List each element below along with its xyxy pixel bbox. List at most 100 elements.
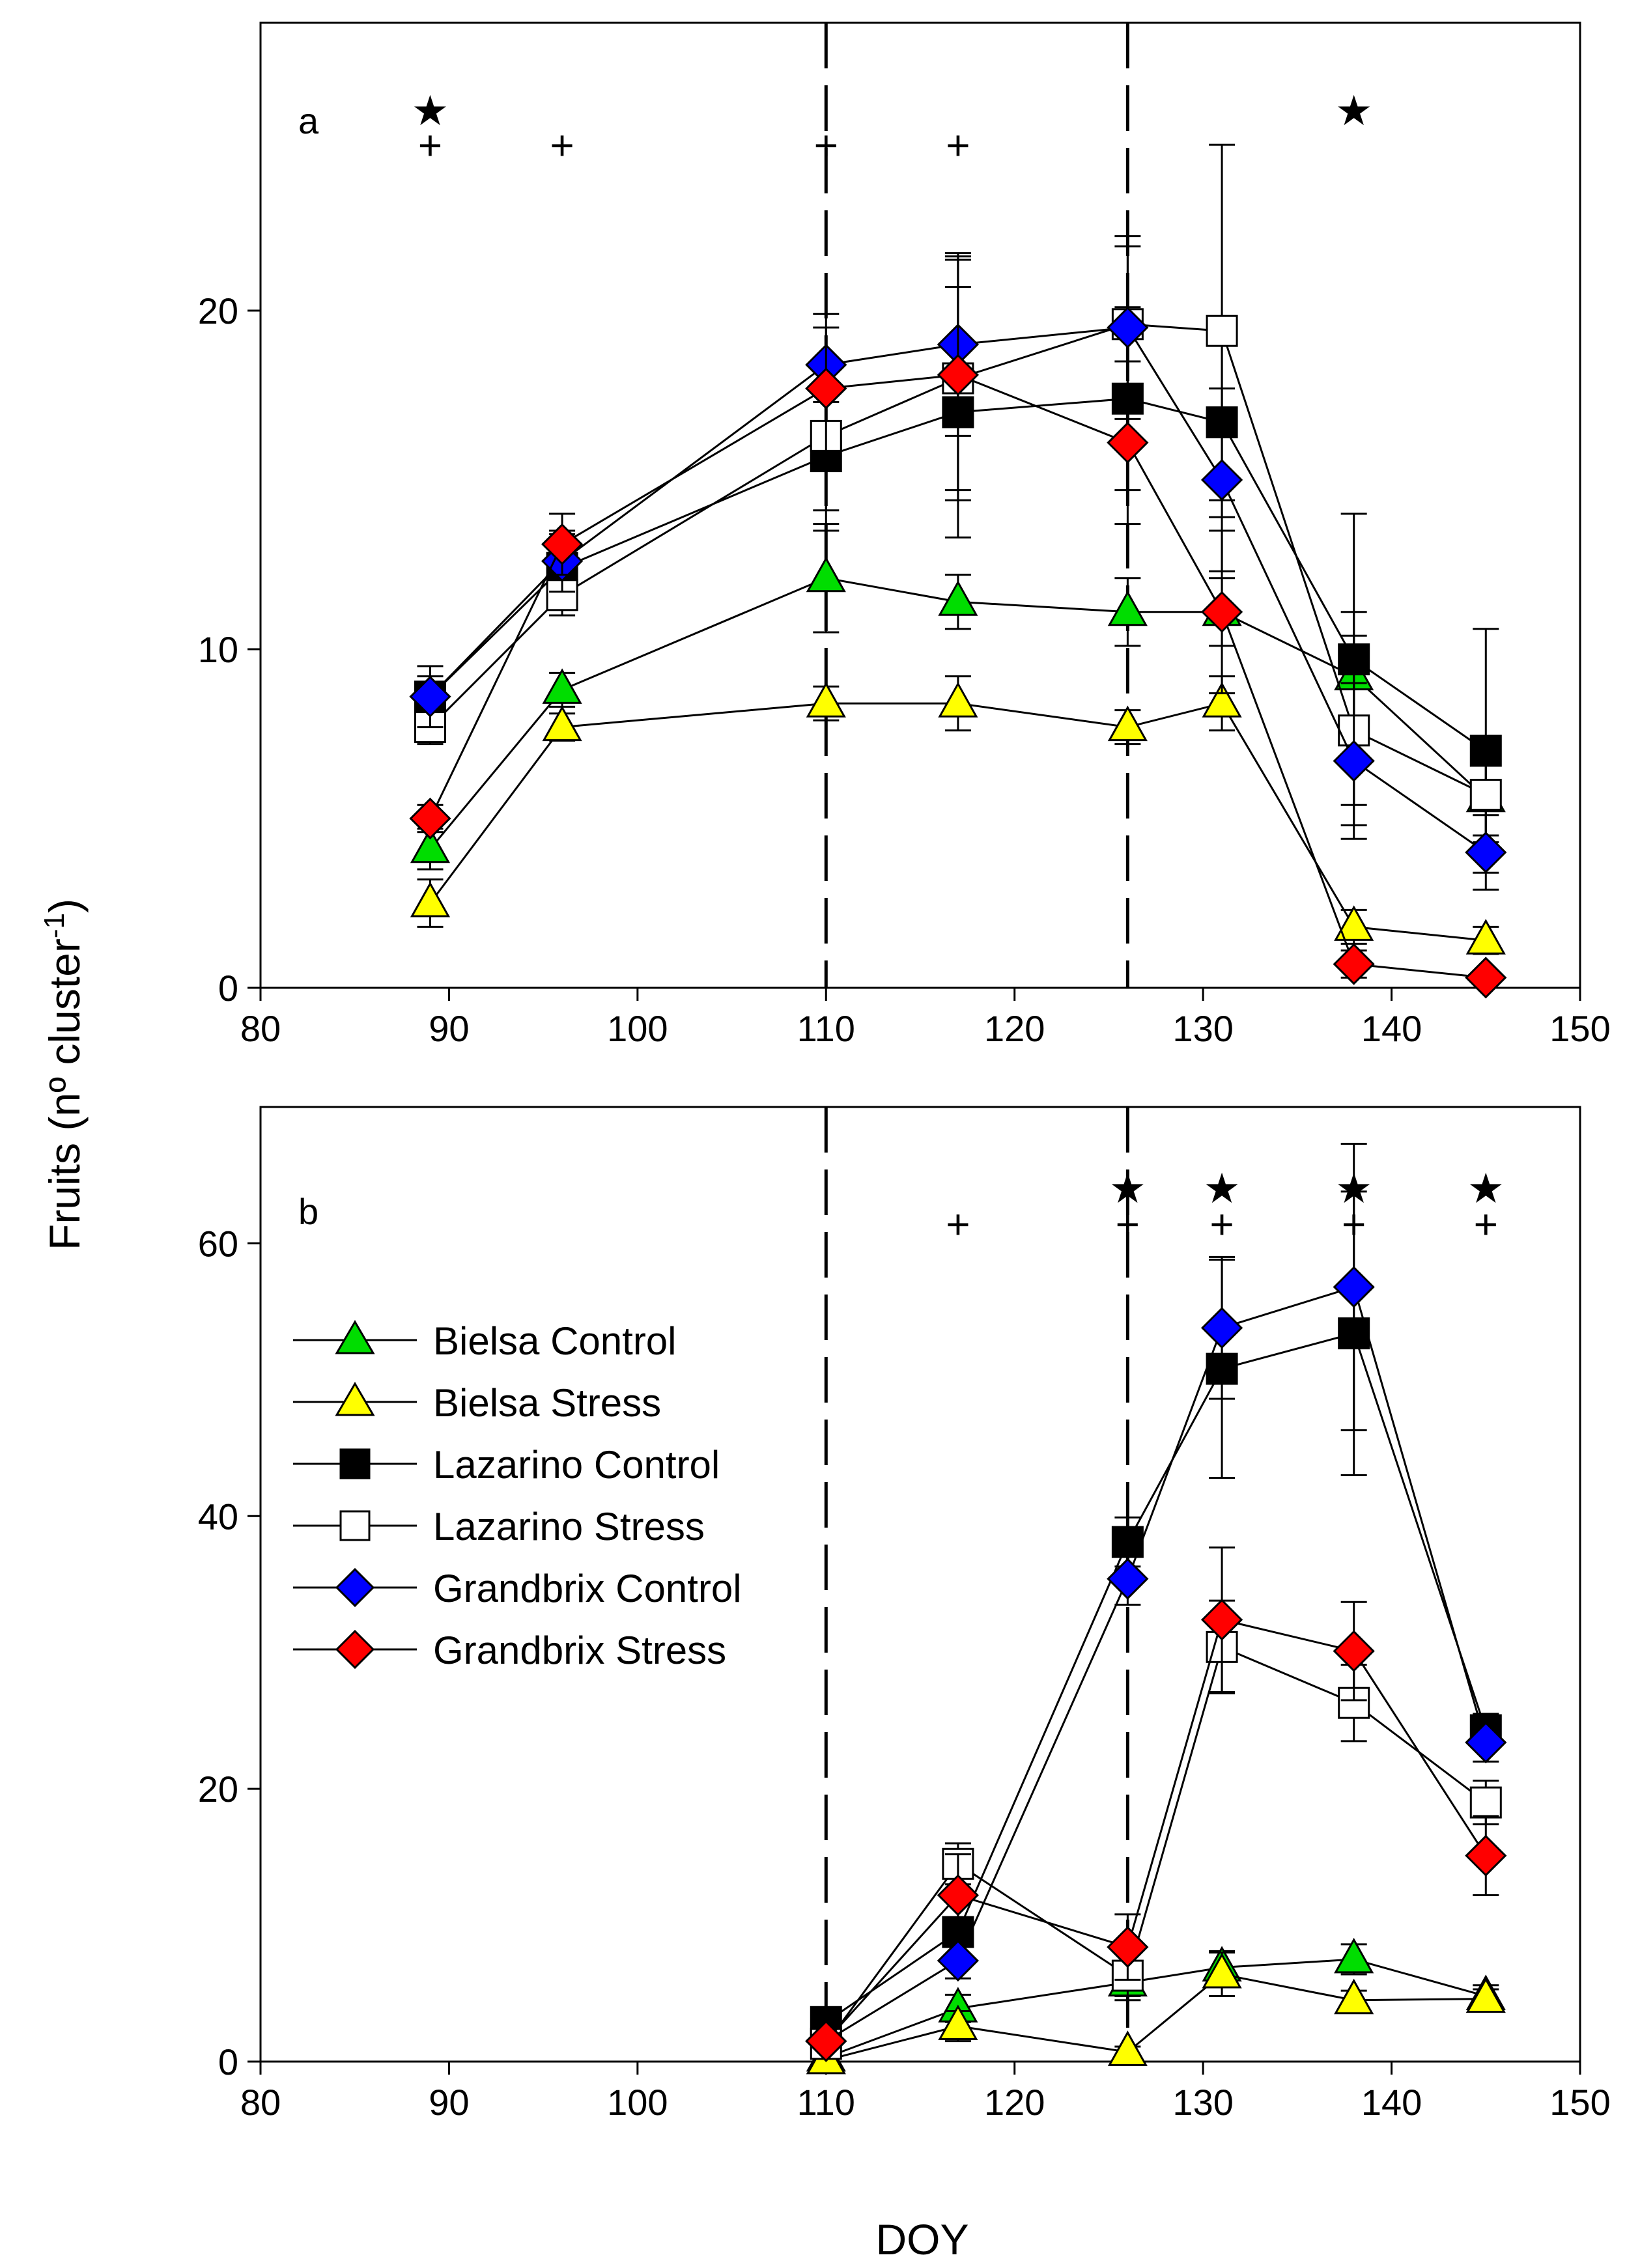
data-point-diamond (1200, 591, 1243, 633)
legend-marker-triangle-icon (335, 1382, 375, 1416)
legend: Bielsa Control Bielsa Stress Lazarino Co… (293, 1319, 742, 1672)
legend-label: Grandbrix Stress (433, 1629, 726, 1672)
y-tick-label: 40 (198, 1496, 238, 1537)
legend-marker-triangle-icon (335, 1320, 375, 1354)
significance-star-icon: ★ (1203, 1165, 1240, 1212)
legend-label: Lazarino Stress (433, 1505, 705, 1548)
panel-label: b (298, 1191, 318, 1232)
x-tick-label: 90 (429, 1008, 469, 1049)
data-point-diamond (1333, 1266, 1375, 1308)
data-point-diamond (1200, 1599, 1243, 1641)
x-tick-label: 150 (1549, 2082, 1610, 2123)
data-point-triangle (1334, 1937, 1374, 1974)
data-point-triangle (938, 580, 978, 616)
series-line (825, 1618, 1487, 2042)
series-grandbrix-control (409, 235, 1507, 891)
series-bielsa-stress (806, 1951, 1506, 2075)
legend-label: Bielsa Control (433, 1319, 677, 1363)
legend-marker-diamond-icon (335, 1629, 375, 1670)
y-tick-label: 0 (218, 968, 238, 1009)
significance-star-icon: ★ (1109, 1165, 1146, 1212)
series-line (429, 374, 1486, 979)
y-axis-title: Fruits (nº cluster-1) (38, 899, 89, 1250)
data-point-triangle (1334, 1978, 1374, 2015)
data-point-diamond (541, 523, 584, 565)
data-point-diamond (1107, 421, 1149, 464)
data-point-triangle (542, 668, 582, 704)
data-point-triangle (806, 556, 846, 593)
x-tick-label: 130 (1172, 1008, 1233, 1049)
x-tick-label: 120 (984, 1008, 1045, 1049)
data-point-triangle (1202, 1952, 1242, 1989)
data-point-triangle (938, 682, 978, 718)
significance-plus-icon: + (814, 122, 838, 169)
series-line (429, 397, 1487, 752)
plot-frame (259, 1106, 1581, 2063)
data-point-triangle (806, 682, 846, 718)
data-point-triangle (1202, 682, 1242, 718)
data-point-diamond (409, 675, 451, 718)
y-tick-label: 20 (198, 290, 238, 331)
legend-entry-grandbrix-stress: Grandbrix Stress (293, 1629, 726, 1672)
significance-plus-icon: + (550, 122, 574, 169)
data-point-triangle (542, 705, 582, 742)
data-point-diamond (805, 2020, 847, 2062)
data-point-triangle (1465, 919, 1506, 955)
data-point-diamond (1333, 943, 1375, 985)
series-grandbrix-stress (805, 1546, 1507, 2062)
series-bielsa-control (806, 1937, 1506, 2072)
plot-frame (259, 21, 1581, 989)
x-tick-label: 140 (1361, 1008, 1422, 1049)
legend-entry-bielsa-stress: Bielsa Stress (293, 1381, 661, 1425)
significance-star-icon: ★ (1467, 1165, 1505, 1212)
x-tick-label: 90 (429, 2082, 469, 2123)
data-point-diamond (1333, 1630, 1375, 1672)
significance-plus-icon: + (1116, 1201, 1140, 1248)
series-line (429, 702, 1486, 942)
data-point-diamond (1200, 458, 1243, 501)
data-point-diamond (1465, 957, 1507, 999)
series-line (825, 1958, 1486, 2059)
series-grandbrix-stress (409, 259, 1507, 999)
significance-star-icon: ★ (412, 87, 449, 134)
data-point-triangle (1465, 1977, 1506, 2013)
series-lazarino-control (810, 1190, 1502, 2038)
data-point-diamond (805, 367, 847, 410)
x-tick-label: 120 (984, 2082, 1045, 2123)
data-point-diamond (1200, 1307, 1243, 1349)
data-point-diamond (1465, 1721, 1507, 1764)
legend-marker-diamond-icon (335, 1567, 375, 1608)
data-point-diamond (937, 1874, 980, 1916)
legend-label: Bielsa Stress (433, 1381, 661, 1425)
legend-entry-lazarino-control: Lazarino Control (293, 1443, 720, 1487)
significance-plus-icon: + (946, 1201, 970, 1248)
legend-marker-square-icon (339, 1510, 371, 1541)
data-point-diamond (1107, 1558, 1149, 1600)
significance-plus-icon: + (946, 122, 970, 169)
legend-label: Grandbrix Control (433, 1567, 742, 1610)
data-point-diamond (937, 1939, 980, 1982)
x-tick-label: 80 (240, 2082, 281, 2123)
x-tick-label: 140 (1361, 2082, 1422, 2123)
data-point-diamond (937, 354, 980, 396)
data-point-triangle (410, 827, 451, 863)
legend-entry-bielsa-control: Bielsa Control (293, 1319, 677, 1363)
legend-marker-square-icon (339, 1448, 371, 1479)
series-line (429, 326, 1487, 854)
data-point-triangle (938, 2004, 978, 2041)
y-tick-label: 0 (218, 2041, 238, 2082)
data-point-square (1338, 1687, 1370, 1719)
series-line (429, 323, 1486, 796)
legend-entry-grandbrix-control: Grandbrix Control (293, 1567, 742, 1610)
data-point-diamond (1107, 306, 1149, 349)
data-point-triangle (1107, 590, 1148, 626)
significance-plus-icon: + (418, 122, 442, 169)
series-grandbrix-control (805, 1143, 1507, 2062)
data-point-triangle (410, 881, 451, 917)
significance-star-icon: ★ (1335, 87, 1372, 134)
x-tick-label: 110 (797, 1008, 855, 1049)
x-tick-label: 100 (607, 1008, 668, 1049)
